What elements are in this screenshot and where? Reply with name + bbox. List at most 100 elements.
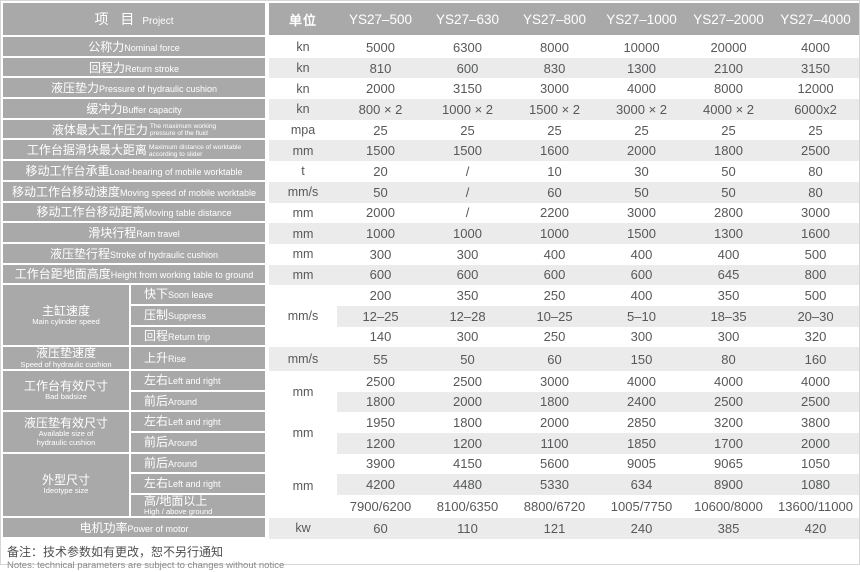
- value-cell: 5000: [337, 37, 425, 58]
- value-cell: 2000: [598, 140, 686, 162]
- sub-label-en: Return trip: [168, 331, 211, 342]
- value-cell: 80: [685, 347, 773, 371]
- table-row: 工作台据滑块最大距离 Maximum distance of worktable a…: [3, 140, 860, 162]
- value-cell: 5–10: [598, 305, 686, 327]
- table-row: 液压垫力Pressure of hydraulic cushion kn 2000 3…: [3, 78, 860, 100]
- footnote-zh: 备注：技术参数如有更改，恕不另行通知: [7, 544, 224, 559]
- project-label-zh: 项 目: [94, 11, 139, 27]
- value-cell: 1000: [424, 223, 512, 244]
- row-label-zh: 工作台距地面高度: [14, 267, 111, 282]
- value-cell: 600: [337, 264, 425, 286]
- model-header-cell: YS27–630: [424, 3, 512, 37]
- value-cell: 350: [424, 285, 512, 306]
- value-cell: 600: [598, 264, 686, 286]
- value-cell: 60: [511, 181, 599, 203]
- table-row: 外型尺寸 Ideotype size 前后Around mm 3900 4150 5600 9…: [3, 453, 860, 518]
- value-cell: 3900: [337, 453, 425, 475]
- row-label-zh: 回程力: [88, 60, 125, 75]
- value-cell: 2000: [337, 202, 425, 224]
- table-row: 电机功率Power of motor kw 60 110 121 240 385 420: [3, 517, 860, 539]
- value-cell: 3800: [772, 412, 860, 433]
- value-cell: 500: [772, 285, 860, 306]
- value-cell: 12000: [772, 78, 860, 100]
- sub-label-en: Left and right: [168, 375, 221, 386]
- value-cell: 50: [598, 181, 686, 203]
- footnote-en: Notes: technical parameters are subject …: [7, 559, 285, 571]
- value-cell: 50: [685, 161, 773, 182]
- sub-label-zh: 压制: [144, 307, 169, 322]
- group-label-en: Ideotype size: [43, 486, 89, 496]
- model-header-cell: YS27–800: [511, 3, 599, 37]
- group-label-zh: 工作台有效尺寸: [23, 378, 108, 393]
- value-cell: 1080: [772, 474, 860, 495]
- row-label-cell: 滑块行程Ram travel: [3, 223, 270, 244]
- table-row: 移动工作台移动速度Moving speed of mobile worktabl…: [3, 181, 860, 203]
- value-cell: 2500: [685, 391, 773, 413]
- row-label-en: Nominal force: [124, 42, 180, 53]
- row-label-en: Height from working table to ground: [110, 270, 254, 281]
- value-cell: 800 × 2: [337, 99, 425, 120]
- row-label-zh: 移动工作台移动距离: [36, 205, 145, 220]
- value-cell: 600: [511, 264, 599, 286]
- value-cell: 50: [685, 181, 773, 203]
- row-label-cell: 液压垫行程Stroke of hydraulic cushion: [3, 243, 270, 265]
- value-cell: 1700: [685, 432, 773, 454]
- value-cell: 80: [772, 161, 860, 182]
- table-row: 回程力Return stroke kn 810 600 830 1300 2100 3150: [3, 57, 860, 79]
- value-cell: 25: [685, 119, 773, 141]
- table-row: 移动工作台承重Load-bearing of mobile worktable t…: [3, 161, 860, 182]
- value-cell: 10: [511, 161, 599, 182]
- table-row: 前后Around 1200 1200 1100 1850 1700 2000: [3, 432, 860, 454]
- group-label-cell: 工作台有效尺寸 Bad badsize: [3, 370, 131, 413]
- table-row: 缓冲力Buffer capacity kn 800 × 2 1000 × 2 1500 …: [3, 99, 860, 120]
- row-label-cell: 电机功率Power of motor: [3, 517, 270, 539]
- unit-cell: kn: [269, 99, 338, 120]
- value-cell: 25: [511, 119, 599, 141]
- value-cell: 150: [598, 347, 686, 371]
- table-row: 滑块行程Ram travel mm 1000 1000 1000 1500 1300 1600: [3, 223, 860, 244]
- value-cell: 60: [511, 347, 599, 371]
- value-cell: 50: [424, 347, 512, 371]
- value-cell: 1950: [337, 412, 425, 433]
- value-cell: 25: [424, 119, 512, 141]
- value-cell: 300: [424, 326, 512, 348]
- unit-cell: mm: [269, 243, 338, 265]
- value-cell: 3000 × 2: [598, 99, 686, 120]
- row-label-en: Buffer capacity: [122, 104, 182, 115]
- value-cell: 3200: [685, 412, 773, 433]
- row-label-cell: 移动工作台移动速度Moving speed of mobile worktabl…: [3, 181, 270, 203]
- value-cell: 3000: [511, 78, 599, 100]
- sub-label-zh: 高/地面以上: [144, 494, 208, 508]
- value-cell: 2000: [511, 412, 599, 433]
- unit-cell: mm/s: [269, 285, 338, 348]
- row-label-zh: 公称力: [88, 39, 125, 54]
- value-cell: 9065: [685, 453, 773, 475]
- unit-cell: mm: [269, 453, 338, 518]
- row-label-cell: 缓冲力Buffer capacity: [3, 99, 270, 120]
- value-cell: 4000 × 2: [685, 99, 773, 120]
- value-cell: 600: [424, 57, 512, 79]
- value-cell: 1200: [424, 432, 512, 454]
- table-row: 压制Suppress 12–25 12–28 10–25 5–10 18–35 20–30: [3, 305, 860, 327]
- value-cell: 4150: [424, 453, 512, 475]
- value-cell: 1005/7750: [598, 494, 686, 518]
- value-cell: 8800/6720: [511, 494, 599, 518]
- value-cell: 2400: [598, 391, 686, 413]
- value-cell: 12–28: [424, 305, 512, 327]
- sub-label-cell: 左右Left and right: [131, 412, 270, 433]
- table-row: 移动工作台移动距离Moving table distance mm 2000/220…: [3, 202, 860, 224]
- value-cell: 4480: [424, 474, 512, 495]
- row-label-cell: 液体最大工作压力 The maximum working pressure of t…: [3, 119, 270, 141]
- value-cell: 10000: [598, 37, 686, 58]
- row-label-en: Moving speed of mobile worktable: [119, 187, 257, 198]
- value-cell: 2800: [685, 202, 773, 224]
- value-cell: 250: [511, 285, 599, 306]
- value-cell: 7900/6200: [337, 494, 425, 518]
- table-row: 液压垫行程Stroke of hydraulic cushion mm 300 300…: [3, 243, 860, 265]
- value-cell: 50: [337, 181, 425, 203]
- sub-label-cell: 上升Rise: [131, 347, 270, 371]
- value-cell: 20: [337, 161, 425, 182]
- sub-label-cell: 压制Suppress: [131, 305, 270, 327]
- row-label-zh: 电机功率: [79, 520, 128, 535]
